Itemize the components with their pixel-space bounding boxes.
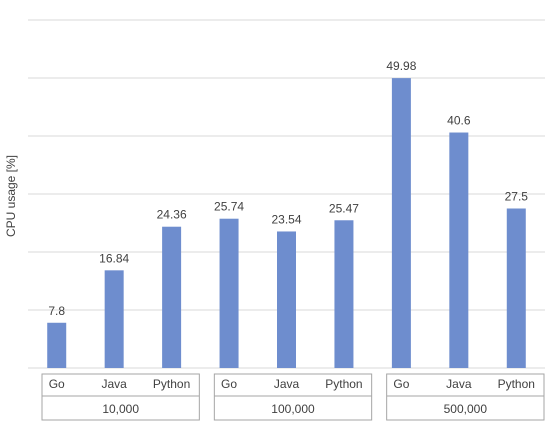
data-label: 24.36: [157, 208, 187, 222]
x-tick-label: Java: [446, 377, 472, 391]
data-label: 16.84: [99, 251, 129, 265]
group-label: 500,000: [444, 402, 488, 416]
data-label: 49.98: [386, 59, 416, 73]
bar: [391, 78, 411, 368]
data-labels: 7.8 16.84 24.36 25.74 23.54 25.47 49.98 40.6 27.…: [48, 59, 528, 318]
x-tick-label: Python: [498, 377, 535, 391]
group-label: 100,000: [271, 402, 315, 416]
data-label: 7.8: [48, 304, 65, 318]
data-label: 25.47: [329, 201, 359, 215]
x-axis: Go Java Python Go Java Python Go Java Python 10,0…: [41, 373, 545, 421]
data-label: 27.5: [505, 190, 529, 204]
x-tick-label: Java: [274, 377, 300, 391]
bar: [334, 220, 354, 368]
bars: [47, 78, 526, 368]
data-label: 25.74: [214, 200, 244, 214]
bar: [506, 208, 526, 368]
bar: [449, 132, 469, 368]
x-tick-label: Python: [153, 377, 190, 391]
x-tick-label: Go: [393, 377, 409, 391]
bar: [104, 270, 124, 368]
x-tick-label: Go: [49, 377, 65, 391]
group-box: [41, 373, 200, 421]
bar: [47, 322, 67, 368]
x-tick-label: Go: [221, 377, 237, 391]
group-box: [213, 373, 373, 421]
y-axis-label: CPU usage [%]: [4, 155, 18, 237]
bar: [219, 218, 239, 368]
bar: [277, 231, 296, 368]
x-tick-label: Java: [101, 377, 127, 391]
data-label: 23.54: [271, 212, 301, 226]
x-tick-label: Python: [325, 377, 362, 391]
bar: [162, 226, 182, 368]
group-label: 10,000: [102, 402, 139, 416]
group-box: [386, 373, 545, 421]
data-label: 40.6: [447, 114, 471, 128]
